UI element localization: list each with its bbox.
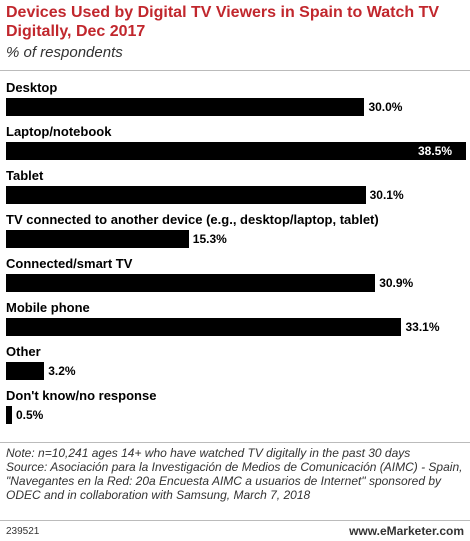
category-label: Desktop bbox=[6, 80, 58, 95]
note: Note: n=10,241 ages 14+ who have watched… bbox=[6, 446, 411, 460]
bar bbox=[6, 142, 466, 160]
category-label: Tablet bbox=[6, 168, 44, 183]
chart-subtitle: % of respondents bbox=[6, 44, 123, 61]
source: Source: Asociación para la Investigación… bbox=[6, 460, 463, 502]
value-label: 30.9% bbox=[379, 276, 414, 290]
category-label: Connected/smart TV bbox=[6, 256, 133, 271]
category-label: TV connected to another device (e.g., de… bbox=[6, 212, 379, 227]
separator bbox=[0, 70, 470, 71]
value-label: 15.3% bbox=[192, 232, 227, 246]
value-label: 30.0% bbox=[368, 100, 403, 114]
publisher: www.eMarketer.com bbox=[349, 524, 464, 538]
bar bbox=[6, 230, 189, 248]
value-label: 0.5% bbox=[15, 408, 44, 422]
bar bbox=[6, 362, 45, 380]
bar bbox=[6, 274, 376, 292]
chart-id: 239521 bbox=[6, 526, 40, 537]
value-label: 3.2% bbox=[48, 364, 76, 378]
category-label: Laptop/notebook bbox=[6, 124, 112, 139]
value-label: 33.1% bbox=[405, 320, 440, 334]
category-label: Other bbox=[6, 344, 41, 359]
bar bbox=[6, 186, 366, 204]
bar bbox=[6, 406, 12, 424]
value-label: 38.5% bbox=[418, 144, 453, 158]
value-label: 30.1% bbox=[369, 188, 404, 202]
bar bbox=[6, 98, 365, 116]
separator bbox=[0, 442, 470, 443]
chart-title: Devices Used by Digital TV Viewers in Sp… bbox=[6, 4, 440, 40]
category-label: Mobile phone bbox=[6, 300, 90, 315]
bar bbox=[6, 318, 402, 336]
separator bbox=[0, 520, 470, 521]
category-label: Don't know/no response bbox=[6, 388, 157, 403]
